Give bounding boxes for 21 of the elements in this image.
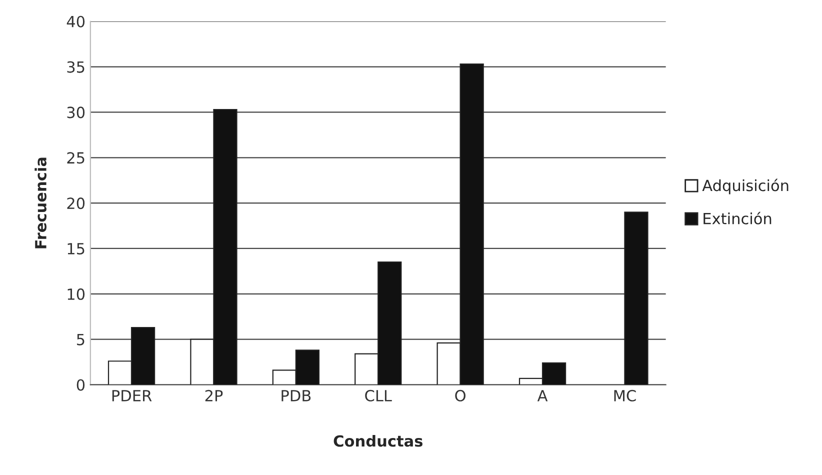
y-tick-label: 15 xyxy=(68,243,84,255)
x-tick-label: A xyxy=(537,390,548,402)
y-tick-label: 20 xyxy=(67,198,85,210)
x-axis-title: Conductas xyxy=(334,434,422,447)
legend-label: Adquisición xyxy=(702,178,788,194)
y-tick-label: 10 xyxy=(68,288,85,300)
x-tick-label: CLL xyxy=(365,390,392,402)
y-tick-label: 35 xyxy=(67,61,84,73)
y-tick-label: 5 xyxy=(77,334,84,346)
x-tick-label: PDER xyxy=(112,390,152,402)
x-tick-label: O xyxy=(455,390,466,402)
x-tick-label: MC xyxy=(614,390,636,402)
y-tick-label: 40 xyxy=(66,16,85,28)
y-tick-label: 25 xyxy=(67,152,84,164)
y-tick-label: 0 xyxy=(76,379,85,391)
y-axis-title: Frecuencia xyxy=(34,158,46,248)
legend-label: Extinción xyxy=(704,212,772,224)
y-tick-label: 30 xyxy=(67,106,85,118)
x-tick-label: 2P xyxy=(205,390,223,402)
bar xyxy=(624,212,648,385)
x-tick-label: PDB xyxy=(282,390,311,402)
